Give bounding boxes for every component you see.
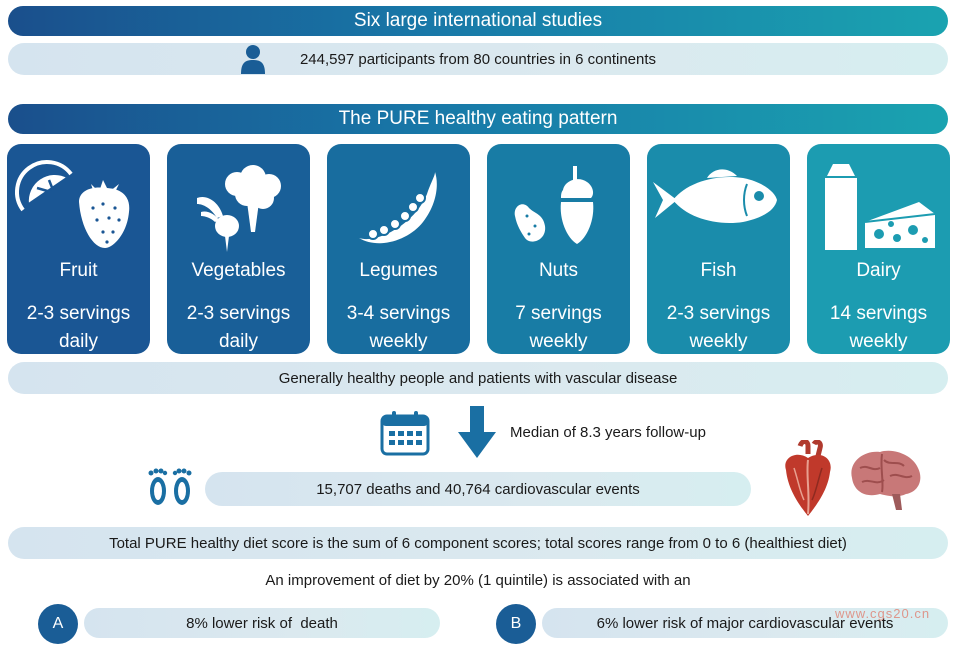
food-name: Dairy xyxy=(856,260,901,281)
legumes-icon xyxy=(359,172,437,244)
dairy-icon xyxy=(825,164,936,250)
score-note-pill: Total PURE healthy diet score is the sum… xyxy=(8,527,948,559)
food-name: Fish xyxy=(700,260,737,281)
pattern-title: The PURE healthy eating pattern xyxy=(338,108,618,129)
food-name: Vegetables xyxy=(191,260,286,281)
food-card-vegetables: Vegetables 2-3 servings daily xyxy=(167,144,310,354)
food-card-nuts: Nuts 7 servings weekly xyxy=(487,144,630,354)
outcome-a-badge: A xyxy=(38,604,78,644)
fish-icon xyxy=(653,169,777,224)
servings-frequency: weekly xyxy=(849,331,908,352)
calendar-icon xyxy=(380,411,430,456)
food-card-legumes: Legumes 3-4 servings weekly xyxy=(327,144,470,354)
food-servings: 7 servings weekly xyxy=(487,300,630,354)
outcome-letter: B xyxy=(510,615,522,632)
heart-icon xyxy=(785,440,831,516)
food-card-dairy: Dairy 14 servings weekly xyxy=(807,144,950,354)
population-pill: Generally healthy people and patients wi… xyxy=(8,362,948,394)
outcome-a-text: 8% lower risk of death xyxy=(186,614,338,632)
servings-amount: 2-3 servings xyxy=(186,303,291,324)
outcome-letter: A xyxy=(52,615,64,632)
outcome-b-badge: B xyxy=(496,604,536,644)
events-text: 15,707 deaths and 40,764 cardiovascular … xyxy=(316,480,640,498)
events-pill: 15,707 deaths and 40,764 cardiovascular … xyxy=(205,472,751,506)
servings-amount: 2-3 servings xyxy=(666,303,771,324)
servings-amount: 14 servings xyxy=(829,303,928,324)
servings-frequency: weekly xyxy=(529,331,588,352)
servings-frequency: weekly xyxy=(689,331,748,352)
food-card-fish: Fish 2-3 servings weekly xyxy=(647,144,790,354)
food-name: Legumes xyxy=(359,260,438,281)
servings-frequency: daily xyxy=(218,331,259,352)
food-servings: 2-3 servings weekly xyxy=(647,300,790,354)
score-note-text: Total PURE healthy diet score is the sum… xyxy=(109,534,847,552)
participants-pill: 244,597 participants from 80 countries i… xyxy=(8,43,948,75)
down-arrow-icon xyxy=(458,406,496,458)
food-servings: 14 servings weekly xyxy=(807,300,950,354)
watermark-text: www.cgs20.cn xyxy=(835,606,931,621)
food-servings: 2-3 servings daily xyxy=(7,300,150,354)
studies-title-banner: Six large international studies xyxy=(8,6,948,36)
outcome-b-pill: 6% lower risk of major cardiovascular ev… xyxy=(542,608,948,638)
outcome-b-text: 6% lower risk of major cardiovascular ev… xyxy=(596,614,894,632)
brain-icon xyxy=(851,450,921,510)
fruit-icon xyxy=(15,160,130,248)
participants-text: 244,597 participants from 80 countries i… xyxy=(299,50,657,68)
servings-amount: 7 servings xyxy=(515,303,602,324)
servings-frequency: daily xyxy=(58,331,99,352)
population-text: Generally healthy people and patients wi… xyxy=(278,369,678,387)
food-card-fruit: Fruit 2-3 servings daily xyxy=(7,144,150,354)
servings-frequency: weekly xyxy=(369,331,428,352)
servings-amount: 2-3 servings xyxy=(26,303,131,324)
vegetables-icon xyxy=(197,165,281,252)
servings-amount: 3-4 servings xyxy=(346,303,451,324)
studies-title: Six large international studies xyxy=(353,10,603,31)
food-name: Nuts xyxy=(538,260,579,281)
food-name: Fruit xyxy=(59,260,98,281)
outcome-a-pill: 8% lower risk of death xyxy=(84,608,440,638)
food-servings: 2-3 servings daily xyxy=(167,300,310,354)
pattern-title-banner: The PURE healthy eating pattern xyxy=(8,104,948,134)
footprints-icon xyxy=(148,468,192,505)
followup-text: Median of 8.3 years follow-up xyxy=(510,424,706,441)
improvement-text: An improvement of diet by 20% (1 quintil… xyxy=(265,572,691,589)
person-icon xyxy=(241,45,265,74)
nuts-icon xyxy=(514,166,594,244)
food-servings: 3-4 servings weekly xyxy=(327,300,470,354)
